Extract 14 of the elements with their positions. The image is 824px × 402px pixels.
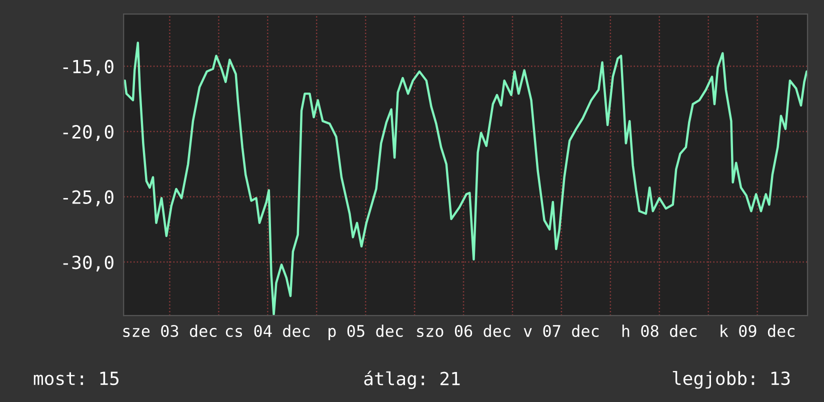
text: legjobb: 13 (672, 371, 790, 389)
text: most: 15 (34, 372, 118, 386)
x-tick-label: cs 04 dec (226, 324, 310, 338)
y-tick-label: -20,0 (63, 125, 114, 141)
y-tick-label: -15,0 (63, 60, 114, 76)
text: átlag: 21 (364, 370, 460, 390)
x-tick-label: v 07 dec (524, 324, 599, 338)
y-tick-label: -30,0 (63, 256, 114, 272)
x-tick-label: k 09 dec (720, 324, 794, 338)
x-tick-label: h 08 dec (622, 324, 697, 338)
y-tick-label: -25,0 (63, 190, 114, 206)
x-tick-label: sze 03 dec (123, 324, 216, 338)
x-tick-label: p 05 dec (328, 324, 403, 340)
x-tick-label: szo 06 dec (417, 324, 510, 338)
